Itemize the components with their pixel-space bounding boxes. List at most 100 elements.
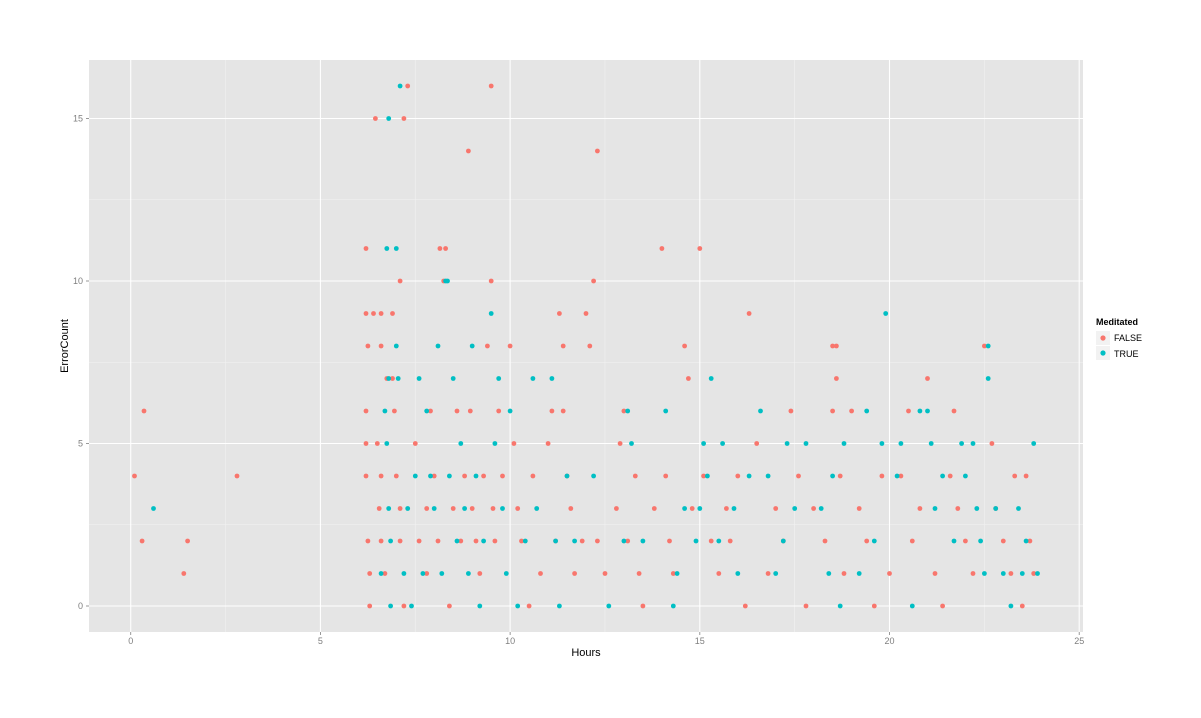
point-true (856, 571, 862, 576)
point-false (560, 408, 566, 414)
point-true (985, 376, 991, 381)
point-true (386, 506, 392, 511)
point-false (651, 506, 657, 511)
point-false (490, 506, 496, 511)
point-false (431, 473, 437, 479)
point-true (629, 441, 634, 446)
point-false (397, 278, 403, 284)
point-false (1023, 473, 1029, 479)
point-false (834, 376, 839, 381)
x-tick-label: 15 (695, 636, 705, 646)
point-false (591, 278, 596, 284)
point-false (141, 408, 147, 414)
point-true (1019, 571, 1025, 576)
point-false (686, 376, 691, 381)
point-false (663, 473, 669, 479)
x-tick-label: 20 (885, 636, 895, 646)
point-true (458, 441, 464, 446)
point-true (705, 473, 710, 479)
point-true (564, 473, 570, 479)
point-false (367, 571, 373, 576)
point-false (735, 473, 741, 479)
point-true (928, 441, 934, 446)
point-false (507, 343, 513, 349)
legend-label-true: TRUE (1114, 349, 1139, 359)
point-true (445, 278, 450, 284)
point-false (1027, 538, 1033, 544)
point-false (530, 473, 536, 479)
point-true (466, 571, 471, 576)
point-false (989, 441, 995, 446)
point-false (625, 538, 631, 544)
point-false (511, 441, 517, 446)
point-true (758, 408, 763, 414)
point-false (602, 571, 608, 576)
point-false (909, 538, 915, 544)
point-false (614, 506, 619, 511)
point-true (909, 603, 915, 609)
point-true (496, 376, 502, 381)
point-false (955, 506, 961, 511)
point-true (388, 538, 393, 544)
point-false (477, 571, 483, 576)
point-false (970, 571, 976, 576)
point-false (811, 506, 816, 511)
point-true (572, 538, 577, 544)
point-false (378, 538, 384, 544)
point-false (1012, 473, 1018, 479)
point-false (583, 311, 589, 316)
point-false (469, 506, 475, 511)
point-false (830, 343, 835, 349)
point-true (932, 506, 938, 511)
point-false (496, 408, 502, 414)
point-true (792, 506, 798, 511)
point-false (376, 506, 382, 511)
point-true (1035, 571, 1040, 576)
point-true (378, 571, 384, 576)
y-tick-label: 15 (73, 114, 83, 124)
point-false (724, 506, 729, 511)
point-false (841, 571, 847, 576)
point-true (431, 506, 437, 511)
point-true (780, 538, 786, 544)
series-true (151, 83, 1040, 609)
point-true (963, 473, 968, 479)
point-false (397, 506, 403, 511)
point-true (397, 83, 403, 89)
point-true (553, 538, 558, 544)
point-true (982, 571, 987, 576)
point-true (773, 571, 779, 576)
point-false (405, 83, 411, 89)
point-false (424, 571, 430, 576)
point-false (1000, 538, 1006, 544)
point-false (545, 441, 551, 446)
point-true (818, 506, 824, 511)
point-false (424, 506, 430, 511)
point-false (754, 441, 760, 446)
point-true (746, 473, 752, 479)
point-true (784, 441, 790, 446)
point-true (515, 603, 521, 609)
point-false (397, 538, 403, 544)
point-true (393, 343, 399, 349)
point-true (500, 506, 505, 511)
point-true (871, 538, 877, 544)
point-true (735, 571, 741, 576)
legend-item-false: FALSE (1096, 331, 1142, 345)
point-true (970, 441, 976, 446)
legend-swatch-true (1100, 350, 1106, 356)
point-false (716, 571, 722, 576)
point-true (682, 506, 687, 511)
y-axis-ticks: 0 5 10 15 (73, 114, 89, 611)
point-false (822, 538, 828, 544)
point-false (538, 571, 543, 576)
x-tick-label: 10 (505, 636, 515, 646)
point-true (925, 408, 930, 414)
point-false (982, 343, 987, 349)
point-false (849, 408, 854, 414)
point-true (477, 603, 483, 609)
point-false (234, 473, 240, 479)
point-false (689, 506, 695, 511)
point-false (898, 473, 904, 479)
point-false (788, 408, 794, 414)
